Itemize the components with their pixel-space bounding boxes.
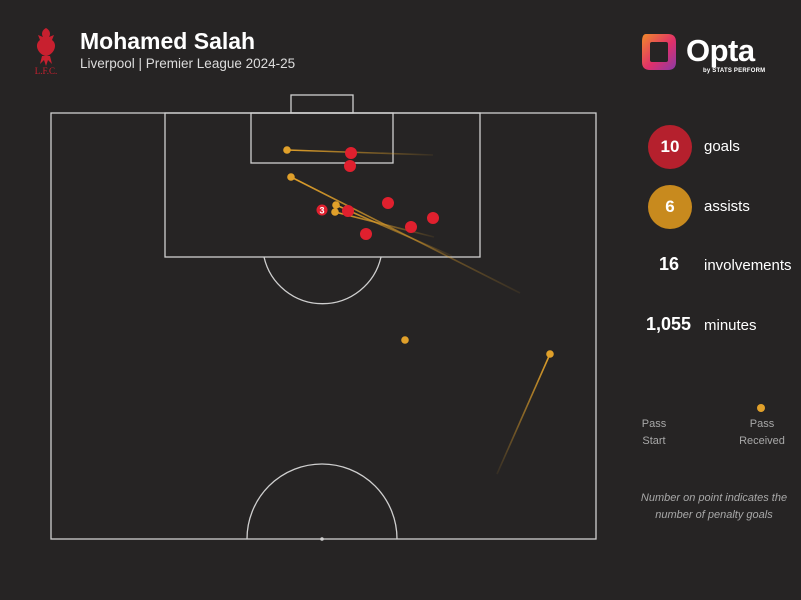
- goal-point: [344, 160, 356, 172]
- penalty-note: Number on point indicates the number of …: [640, 492, 788, 521]
- assist-pass-line: [496, 353, 551, 475]
- penalty-goal-count: 3: [319, 206, 324, 216]
- pass-legend-line: [652, 404, 765, 412]
- goal-point: [345, 147, 357, 159]
- goal-point: [316, 204, 328, 216]
- centre-spot: [320, 537, 324, 541]
- stat-goals: 10 goals: [640, 125, 801, 169]
- involvements-label: involvements: [704, 257, 792, 274]
- pitch-outline: [50, 112, 597, 540]
- brand-name: Opta: [686, 33, 755, 68]
- assist-pass-line: [334, 211, 435, 238]
- goals-badge: 10: [648, 125, 692, 169]
- legend-pass-received: Pass Received: [739, 418, 785, 447]
- pass-received-dot: [757, 404, 765, 412]
- goal-points: 3: [316, 147, 439, 240]
- stat-involvements: 16 involvements: [640, 244, 801, 288]
- assists-badge: 6: [648, 185, 692, 229]
- svg-text:L.F.C.: L.F.C.: [35, 66, 58, 76]
- assist-pass-line: [286, 149, 434, 156]
- pitch-lines: [50, 94, 597, 540]
- brand-subtitle: by STATS PERFORM: [703, 68, 766, 74]
- opta-logo-icon: [642, 34, 676, 70]
- assist-received-point: [331, 208, 339, 216]
- liverbird-crest-icon: L.F.C.: [35, 28, 58, 76]
- assist-pass-line: [335, 204, 453, 257]
- goal-point: [427, 212, 439, 224]
- minutes-label: minutes: [704, 317, 757, 334]
- legend-pass-start: Pass Start: [641, 418, 667, 447]
- page-subtitle: Liverpool | Premier League 2024-25: [80, 56, 296, 71]
- stat-assists: 6 assists: [640, 185, 801, 229]
- assist-passes: [283, 146, 554, 475]
- assist-received-point: [401, 336, 409, 344]
- centre-circle: [246, 463, 398, 540]
- assist-received-point: [546, 350, 554, 358]
- assists-label: assists: [704, 198, 750, 215]
- goal-frame: [290, 94, 354, 114]
- six-yard-box: [250, 112, 394, 164]
- page-title: Mohamed Salah: [80, 28, 256, 54]
- stat-minutes: 1,055 minutes: [640, 304, 801, 348]
- header: L.F.C. Mohamed Salah Liverpool | Premier…: [0, 0, 801, 100]
- assist-received-point: [283, 146, 291, 154]
- assist-received-point: [287, 173, 295, 181]
- goal-point: [405, 221, 417, 233]
- pitch: 3: [50, 94, 597, 541]
- penalty-box: [164, 112, 481, 258]
- goals-label: goals: [704, 138, 740, 155]
- goal-point: [382, 197, 394, 209]
- assist-received-point: [332, 201, 340, 209]
- goal-point: [342, 205, 354, 217]
- penalty-arc: [263, 256, 382, 305]
- goal-point: [360, 228, 372, 240]
- involvements-value: 16: [659, 254, 680, 274]
- minutes-value: 1,055: [646, 314, 692, 334]
